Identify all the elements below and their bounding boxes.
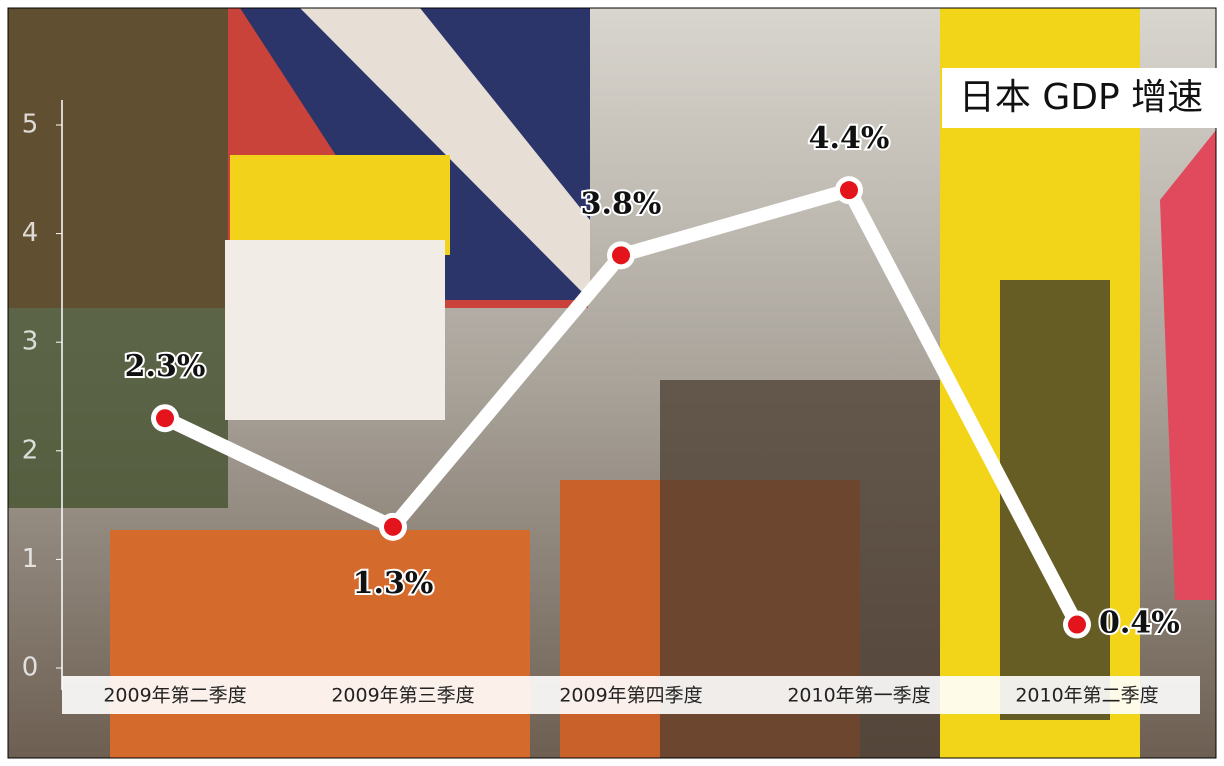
category-band xyxy=(62,676,1200,714)
y-tick-label: 2 xyxy=(22,435,39,465)
data-point-center xyxy=(156,409,174,428)
title-box xyxy=(942,68,1220,128)
x-tick-label: 2009年第三季度 xyxy=(331,685,474,707)
value-label: 3.8% xyxy=(581,186,662,221)
x-tick-label: 2009年第四季度 xyxy=(559,685,702,707)
y-tick-label: 5 xyxy=(22,110,39,140)
data-point-center xyxy=(612,246,630,265)
y-tick-label: 0 xyxy=(22,653,39,683)
chart-title: 日本 GDP 增速 xyxy=(959,77,1203,118)
x-tick-label: 2010年第一季度 xyxy=(787,685,930,707)
data-point-center xyxy=(1068,615,1086,634)
data-point-center xyxy=(384,517,402,536)
y-tick-label: 1 xyxy=(22,544,39,574)
x-tick-label: 2010年第二季度 xyxy=(1015,685,1158,707)
x-tick-label: 2009年第二季度 xyxy=(103,685,246,707)
y-tick-label: 3 xyxy=(22,327,39,357)
y-tick-label: 4 xyxy=(22,218,39,248)
value-label: 4.4% xyxy=(809,121,890,156)
value-label: 2.3% xyxy=(125,349,206,384)
value-label: 1.3% xyxy=(353,566,434,601)
data-point-center xyxy=(840,181,858,200)
value-label: 0.4% xyxy=(1099,606,1180,641)
